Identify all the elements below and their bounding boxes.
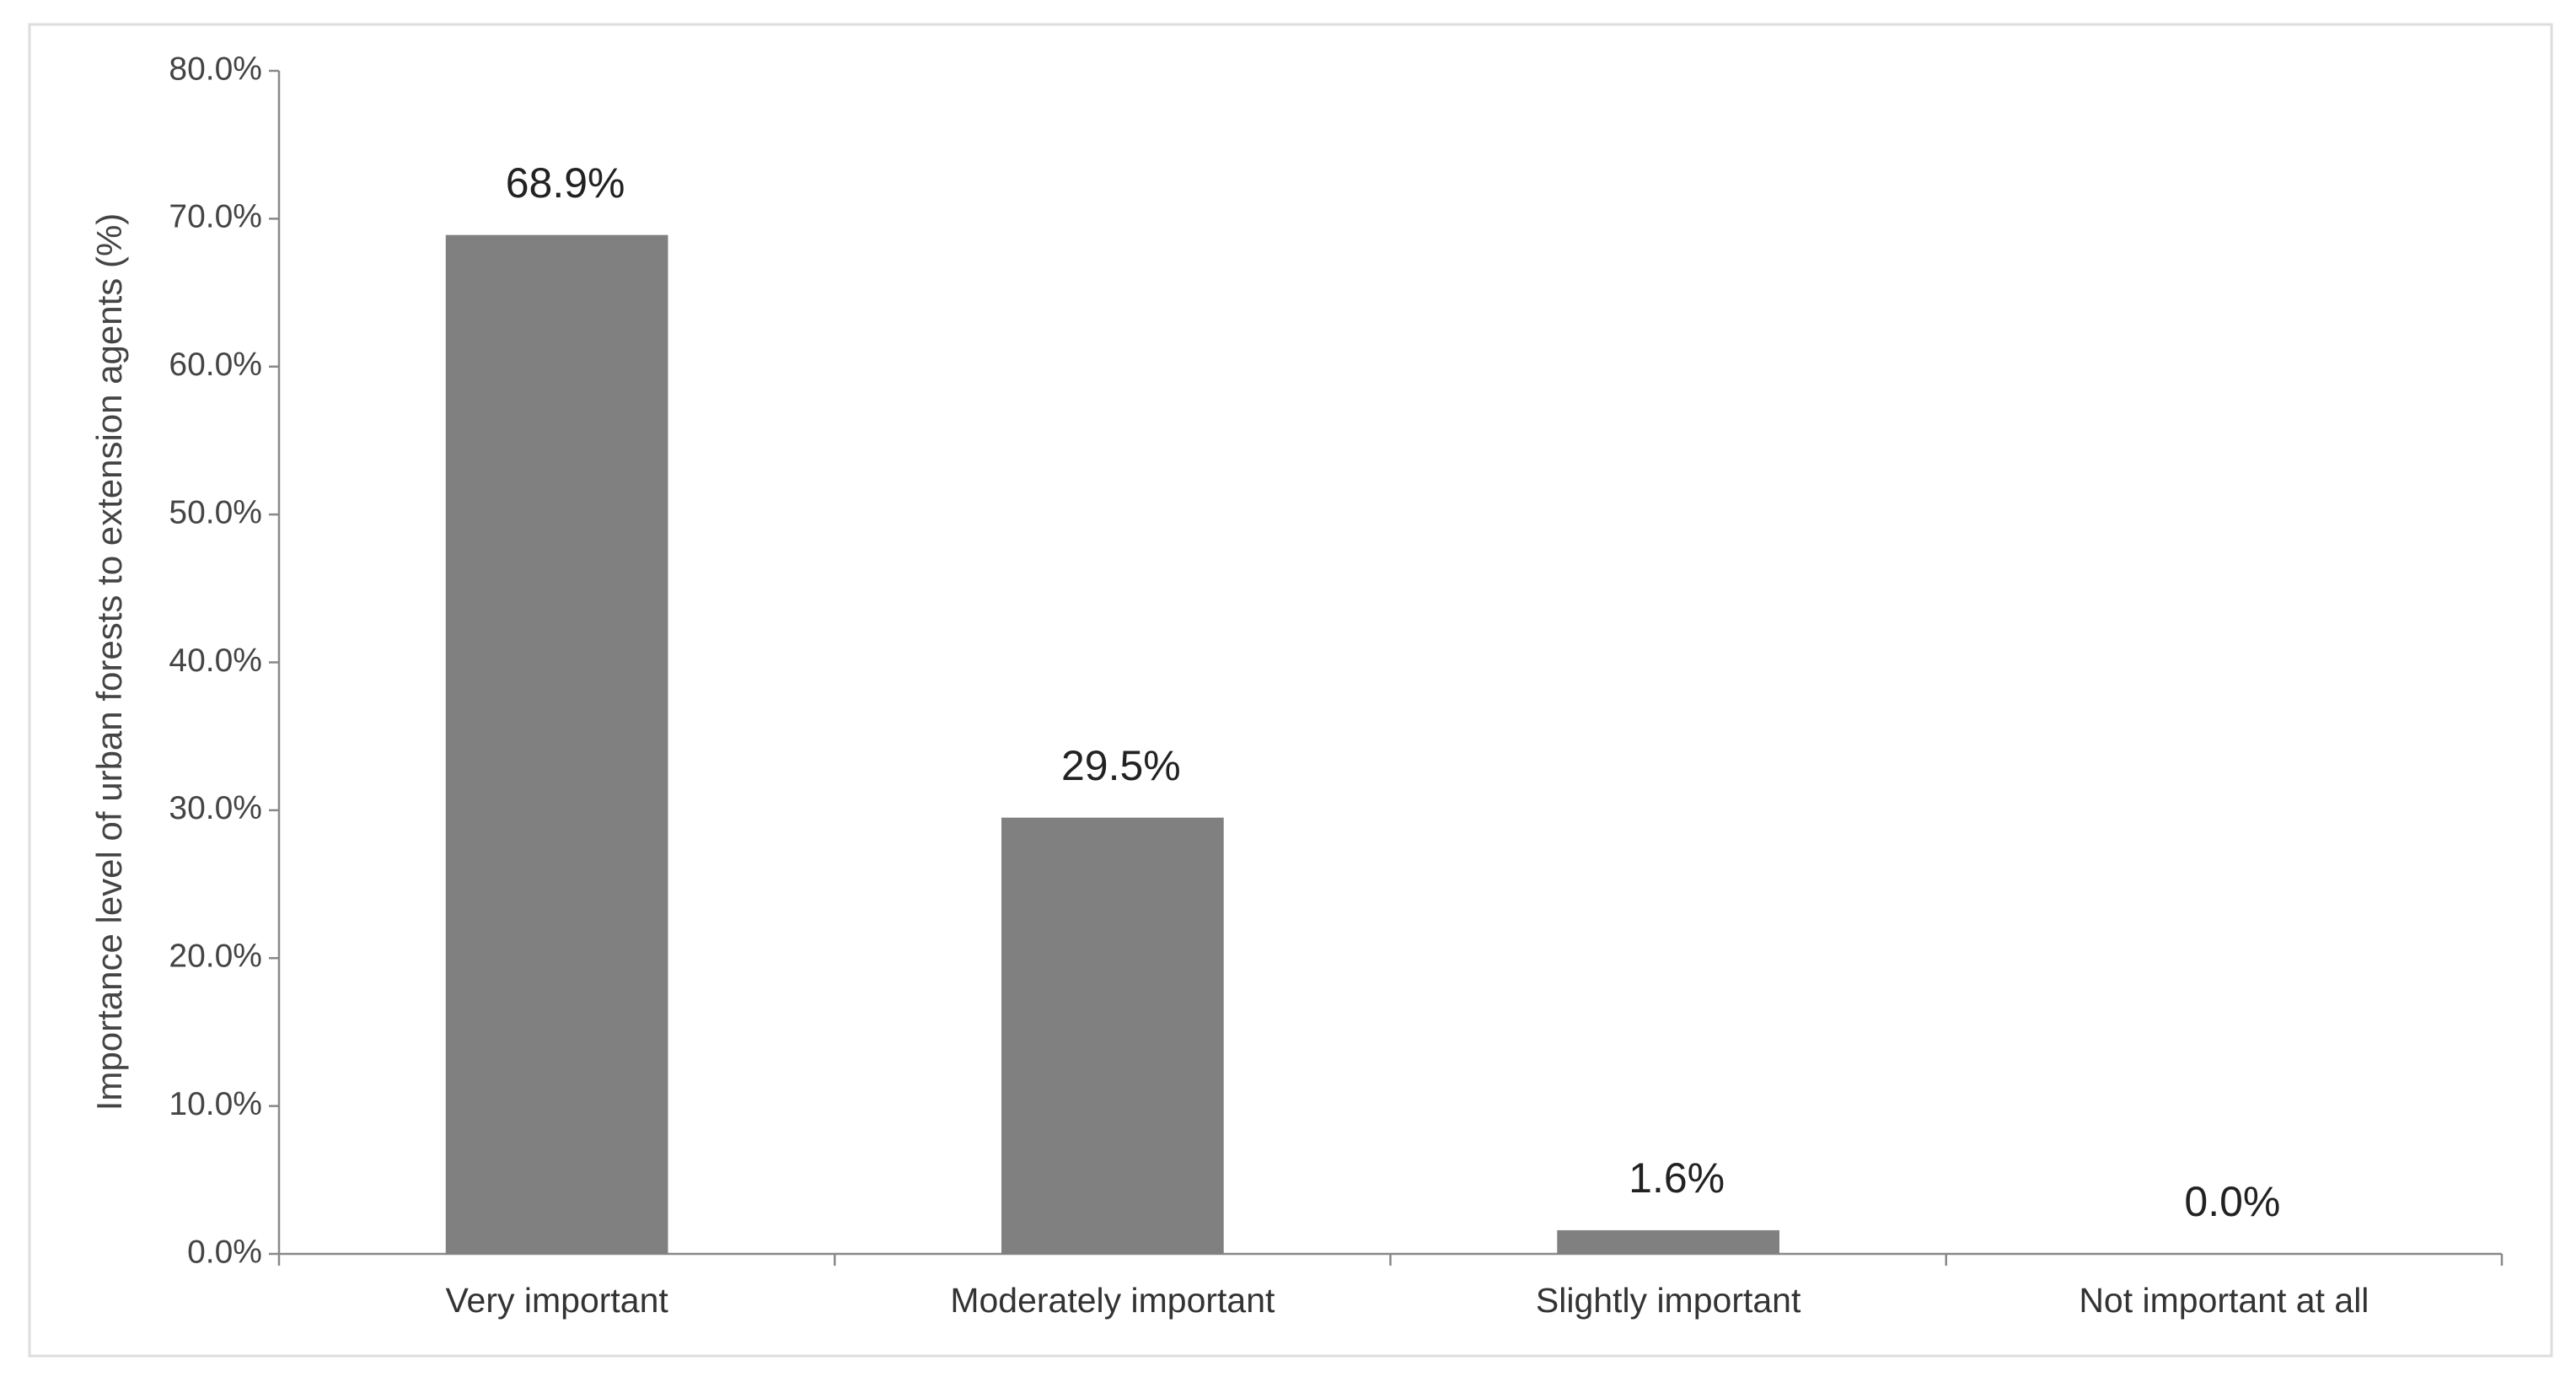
y-tick-label: 50.0%: [169, 494, 262, 530]
y-tick-label: 60.0%: [169, 347, 262, 383]
x-tick-label: Not important at all: [2079, 1281, 2369, 1320]
y-tick-label: 30.0%: [169, 790, 262, 826]
y-tick-label: 20.0%: [169, 939, 262, 975]
value-label: 29.5%: [1061, 742, 1181, 789]
bar: [1001, 817, 1224, 1254]
value-label: 68.9%: [506, 159, 625, 207]
y-tick-label: 70.0%: [169, 199, 262, 235]
y-tick-label: 0.0%: [187, 1234, 262, 1270]
x-tick-label: Very important: [445, 1281, 668, 1320]
value-label: 0.0%: [2184, 1178, 2280, 1225]
y-tick-label: 10.0%: [169, 1086, 262, 1122]
bar: [1557, 1229, 1779, 1254]
x-tick-label: Moderately important: [950, 1281, 1275, 1320]
y-axis-title: Importance level of urban forests to ext…: [89, 213, 129, 1111]
y-tick-label: 40.0%: [169, 643, 262, 679]
x-tick-label: Slightly important: [1536, 1281, 1801, 1320]
y-tick-label: 80.0%: [169, 51, 262, 87]
bar: [445, 234, 668, 1254]
chart-frame: [28, 23, 2553, 1358]
value-label: 1.6%: [1629, 1154, 1725, 1202]
